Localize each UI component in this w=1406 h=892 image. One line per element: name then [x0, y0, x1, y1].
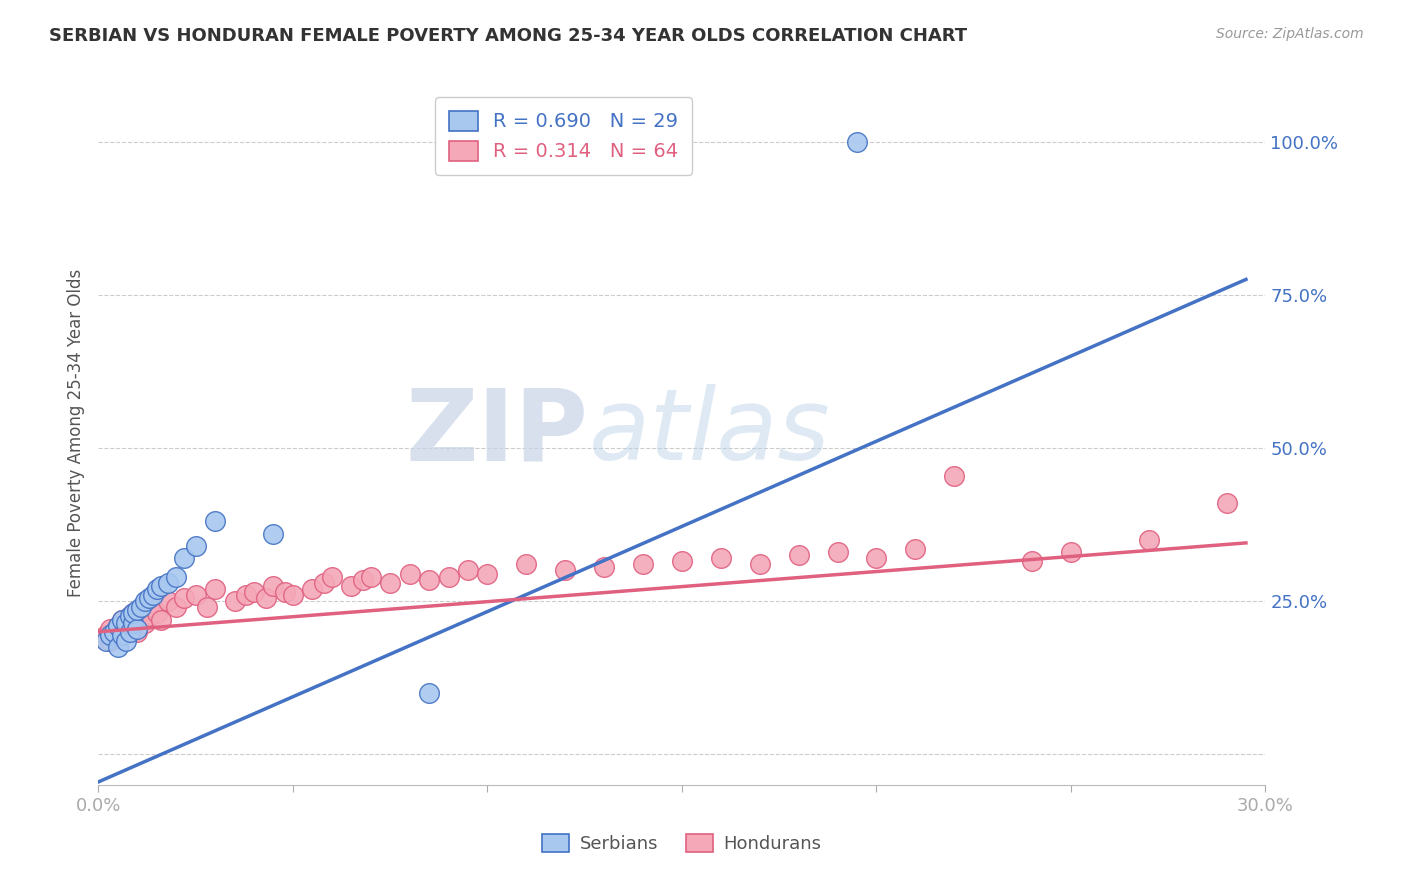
Point	[262, 526, 284, 541]
Point	[274, 585, 297, 599]
Point	[827, 545, 849, 559]
Point	[865, 551, 887, 566]
Point	[134, 594, 156, 608]
Point	[107, 618, 129, 632]
Point	[943, 468, 966, 483]
Point	[111, 613, 134, 627]
Point	[262, 579, 284, 593]
Point	[165, 569, 187, 583]
Point	[114, 624, 136, 639]
Point	[380, 575, 402, 590]
Point	[204, 515, 226, 529]
Point	[301, 582, 323, 596]
Point	[98, 628, 121, 642]
Point	[477, 566, 499, 581]
Text: SERBIAN VS HONDURAN FEMALE POVERTY AMONG 25-34 YEAR OLDS CORRELATION CHART: SERBIAN VS HONDURAN FEMALE POVERTY AMONG…	[49, 27, 967, 45]
Point	[118, 622, 141, 636]
Point	[1215, 496, 1237, 510]
Point	[122, 607, 145, 621]
Point	[111, 613, 134, 627]
Point	[138, 591, 160, 605]
Point	[554, 564, 576, 578]
Point	[122, 615, 145, 630]
Text: ZIP: ZIP	[406, 384, 589, 481]
Text: Source: ZipAtlas.com: Source: ZipAtlas.com	[1216, 27, 1364, 41]
Point	[114, 615, 136, 630]
Point	[340, 579, 363, 593]
Point	[352, 573, 374, 587]
Point	[122, 618, 145, 632]
Point	[671, 554, 693, 568]
Point	[118, 624, 141, 639]
Point	[515, 558, 537, 572]
Point	[418, 573, 440, 587]
Point	[138, 609, 160, 624]
Point	[1021, 554, 1043, 568]
Point	[127, 613, 149, 627]
Point	[96, 634, 118, 648]
Point	[1137, 533, 1160, 547]
Point	[107, 631, 129, 645]
Point	[173, 551, 195, 566]
Point	[149, 613, 172, 627]
Point	[146, 607, 169, 621]
Point	[111, 628, 134, 642]
Point	[437, 569, 460, 583]
Point	[107, 640, 129, 654]
Legend: Serbians, Hondurans: Serbians, Hondurans	[534, 827, 830, 861]
Point	[904, 542, 927, 557]
Point	[127, 624, 149, 639]
Point	[710, 551, 733, 566]
Point	[129, 603, 152, 617]
Point	[360, 569, 382, 583]
Point	[195, 600, 218, 615]
Point	[418, 686, 440, 700]
Point	[321, 569, 343, 583]
Point	[122, 607, 145, 621]
Point	[142, 588, 165, 602]
Point	[157, 594, 180, 608]
Point	[787, 548, 810, 562]
Point	[129, 600, 152, 615]
Point	[114, 634, 136, 648]
Point	[146, 582, 169, 596]
Point	[118, 609, 141, 624]
Point	[457, 564, 479, 578]
Point	[118, 609, 141, 624]
Point	[173, 591, 195, 605]
Point	[224, 594, 246, 608]
Point	[235, 588, 257, 602]
Point	[98, 634, 121, 648]
Point	[142, 600, 165, 615]
Point	[111, 628, 134, 642]
Point	[254, 591, 277, 605]
Point	[184, 539, 207, 553]
Point	[103, 624, 125, 639]
Point	[149, 579, 172, 593]
Point	[1060, 545, 1083, 559]
Point	[593, 560, 616, 574]
Point	[114, 615, 136, 630]
Y-axis label: Female Poverty Among 25-34 Year Olds: Female Poverty Among 25-34 Year Olds	[66, 268, 84, 597]
Point	[91, 631, 114, 645]
Point	[157, 575, 180, 590]
Point	[204, 582, 226, 596]
Point	[281, 588, 304, 602]
Point	[184, 588, 207, 602]
Point	[134, 615, 156, 630]
Point	[631, 558, 654, 572]
Point	[748, 558, 770, 572]
Point	[96, 628, 118, 642]
Point	[127, 622, 149, 636]
Point	[846, 135, 869, 149]
Point	[98, 622, 121, 636]
Point	[312, 575, 335, 590]
Point	[103, 624, 125, 639]
Point	[398, 566, 420, 581]
Text: atlas: atlas	[589, 384, 830, 481]
Point	[165, 600, 187, 615]
Point	[107, 618, 129, 632]
Point	[243, 585, 266, 599]
Point	[127, 603, 149, 617]
